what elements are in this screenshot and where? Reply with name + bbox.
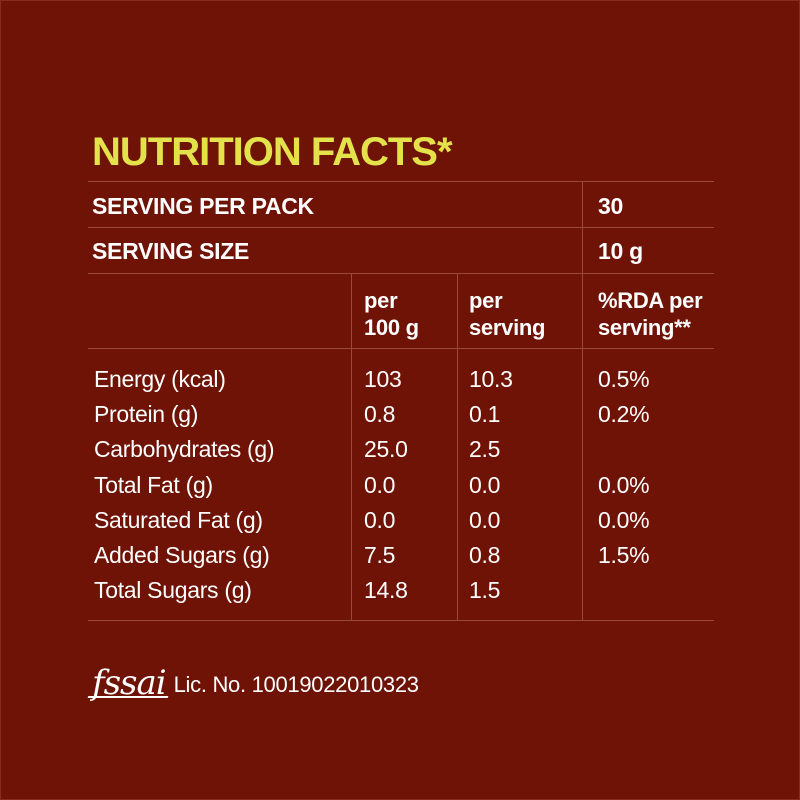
serving-size-label: SERVING SIZE [92,238,250,264]
value-per-100g: 0.0 [364,472,396,498]
col-header-per-100g-line1: per [364,288,398,313]
value-per-serving: 1.5 [469,577,501,603]
value-rda: 0.0% [598,507,650,533]
serving-per-pack-label: SERVING PER PACK [92,193,314,219]
col-header-rda-line1: %RDA per [598,288,703,313]
value-per-100g: 25.0 [364,436,408,462]
rule-col-per100 [351,273,352,620]
value-per-100g: 103 [364,366,402,392]
serving-per-pack-value: 30 [598,193,623,219]
value-per-serving: 0.0 [469,472,501,498]
value-per-100g: 0.8 [364,401,396,427]
rule-col-rda [582,181,583,620]
license-footer: fssai Lic. No. 10019022010323 [92,650,419,700]
rule-bottom [88,620,714,621]
col-header-per-100g: per 100 g [364,287,419,341]
value-per-serving: 0.1 [469,401,501,427]
col-header-rda: %RDA per serving** [598,287,703,341]
nutrient-name: Added Sugars (g) [94,542,270,568]
value-per-100g: 14.8 [364,577,408,603]
value-rda: 0.5% [598,366,650,392]
rule-col-perserving [457,273,458,620]
fssai-logo-icon: fssai [92,663,167,703]
rule-after-header [88,348,714,349]
value-rda: 0.0% [598,472,650,498]
nutrient-name: Carbohydrates (g) [94,436,275,462]
value-per-serving: 0.0 [469,507,501,533]
rule-after-serving-pack [88,227,714,228]
col-header-rda-line2: serving** [598,315,691,340]
value-per-serving: 10.3 [469,366,513,392]
value-per-100g: 0.0 [364,507,396,533]
rule-after-serving-size [88,273,714,274]
value-rda: 1.5% [598,542,650,568]
rule-top [88,181,714,182]
nutrient-name: Total Fat (g) [94,472,213,498]
nutrition-table: SERVING PER PACK 30 SERVING SIZE 10 g pe… [88,181,714,621]
license-number: Lic. No. 10019022010323 [173,672,419,697]
nutrient-name: Total Sugars (g) [94,577,252,603]
col-header-per-serving-line2: serving [469,315,546,340]
col-header-per-serving-line1: per [469,288,503,313]
col-header-per-100g-line2: 100 g [364,315,419,340]
nutrition-title: NUTRITION FACTS* [92,130,453,174]
col-header-per-serving: per serving [469,287,545,341]
value-per-100g: 7.5 [364,542,396,568]
value-per-serving: 2.5 [469,436,501,462]
nutrient-name: Saturated Fat (g) [94,507,263,533]
value-rda: 0.2% [598,401,650,427]
value-per-serving: 0.8 [469,542,501,568]
serving-size-value: 10 g [598,238,643,264]
nutrient-name: Protein (g) [94,401,199,427]
nutrient-name: Energy (kcal) [94,366,226,392]
